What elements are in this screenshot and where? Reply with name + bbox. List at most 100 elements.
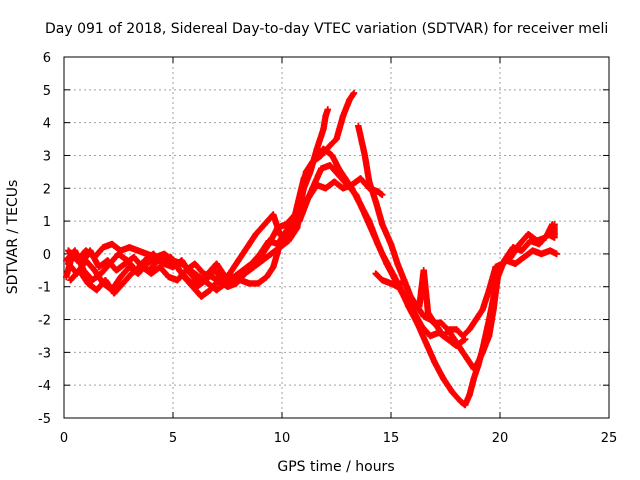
data-point [97, 270, 105, 277]
data-point [174, 277, 181, 284]
data-point [479, 349, 486, 356]
y-tick-label: -4 [38, 379, 51, 394]
data-point [161, 250, 168, 258]
data-point [71, 247, 79, 254]
data-point [294, 224, 301, 231]
data-point [379, 221, 386, 228]
data-point [117, 247, 124, 254]
data-point [485, 286, 493, 294]
data-point [73, 257, 81, 264]
data-point [196, 273, 203, 281]
data-point [414, 303, 421, 310]
data-point [108, 240, 116, 248]
data-point [259, 257, 266, 264]
y-tick-label: 4 [43, 117, 51, 132]
data-point [427, 332, 434, 340]
data-point [350, 89, 358, 97]
series-markers [65, 162, 560, 409]
data-point [466, 391, 473, 399]
data-point [324, 106, 331, 113]
data-point [124, 257, 131, 264]
data-point [446, 326, 454, 333]
data-point [211, 267, 218, 274]
y-tick-label: 2 [43, 182, 51, 197]
data-point [339, 112, 347, 120]
data-point [189, 283, 196, 290]
data-point [490, 306, 497, 313]
data-point [67, 277, 74, 284]
data-point [63, 257, 70, 264]
data-point [246, 280, 253, 287]
x-tick-label: 10 [274, 431, 291, 446]
data-point [331, 178, 338, 185]
series-track-5 [65, 162, 560, 409]
y-axis-title: SDTVAR / TECUs [5, 180, 21, 295]
data-point [333, 135, 340, 143]
data-point [533, 237, 541, 244]
data-point [387, 280, 395, 287]
data-point [270, 263, 277, 271]
data-point [387, 240, 395, 248]
data-point [433, 322, 440, 330]
data-point [222, 280, 229, 287]
data-point [235, 257, 242, 264]
data-point [130, 254, 137, 261]
data-point [95, 263, 103, 271]
data-point [143, 250, 150, 258]
x-tick-label: 20 [492, 431, 509, 446]
data-point [335, 171, 342, 179]
data-point [313, 145, 321, 153]
data-point [180, 273, 188, 281]
data-point [379, 250, 386, 258]
data-point [134, 247, 142, 254]
data-point [361, 211, 368, 218]
data-point [457, 345, 464, 353]
data-point [414, 319, 421, 326]
series-markers [355, 122, 558, 372]
data-point [243, 244, 251, 251]
series-track-1 [63, 106, 331, 287]
data-point [553, 250, 560, 258]
data-point [267, 250, 275, 258]
data-point [141, 257, 148, 264]
data-point [263, 273, 270, 281]
data-point [400, 277, 408, 284]
data-point [274, 240, 281, 248]
data-point [339, 185, 347, 192]
data-point [187, 267, 194, 274]
data-point [542, 234, 549, 241]
data-point [322, 185, 329, 192]
data-point [169, 257, 177, 264]
tick-layer: -5 -4 -3 -2 -1 0 1 2 3 4 5 6 0 5 10 15 20 25 [38, 51, 617, 446]
data-point [518, 247, 525, 254]
data-point [283, 227, 290, 235]
data-point [82, 257, 89, 264]
data-point [254, 280, 262, 287]
data-point [239, 267, 246, 274]
x-tick-label: 5 [169, 431, 177, 446]
data-point [100, 244, 107, 251]
data-point [394, 283, 401, 290]
data-point [191, 260, 198, 267]
data-point [110, 290, 118, 297]
data-point [198, 293, 205, 300]
data-point [420, 313, 427, 320]
data-point [466, 326, 473, 333]
data-point [102, 277, 109, 284]
data-point [248, 260, 255, 267]
series-track-7 [372, 221, 558, 340]
series-markers [63, 106, 331, 287]
data-point [379, 277, 386, 284]
data-point [422, 339, 430, 346]
data-point [444, 336, 451, 343]
data-point [472, 316, 480, 323]
y-tick-label: -2 [38, 314, 51, 329]
data-point [431, 359, 438, 366]
data-point [355, 122, 362, 130]
data-point [117, 273, 124, 281]
data-point [461, 401, 469, 409]
y-tick-label: -1 [38, 281, 51, 296]
data-point [152, 254, 159, 261]
data-point [420, 267, 427, 274]
data-point [91, 254, 98, 261]
